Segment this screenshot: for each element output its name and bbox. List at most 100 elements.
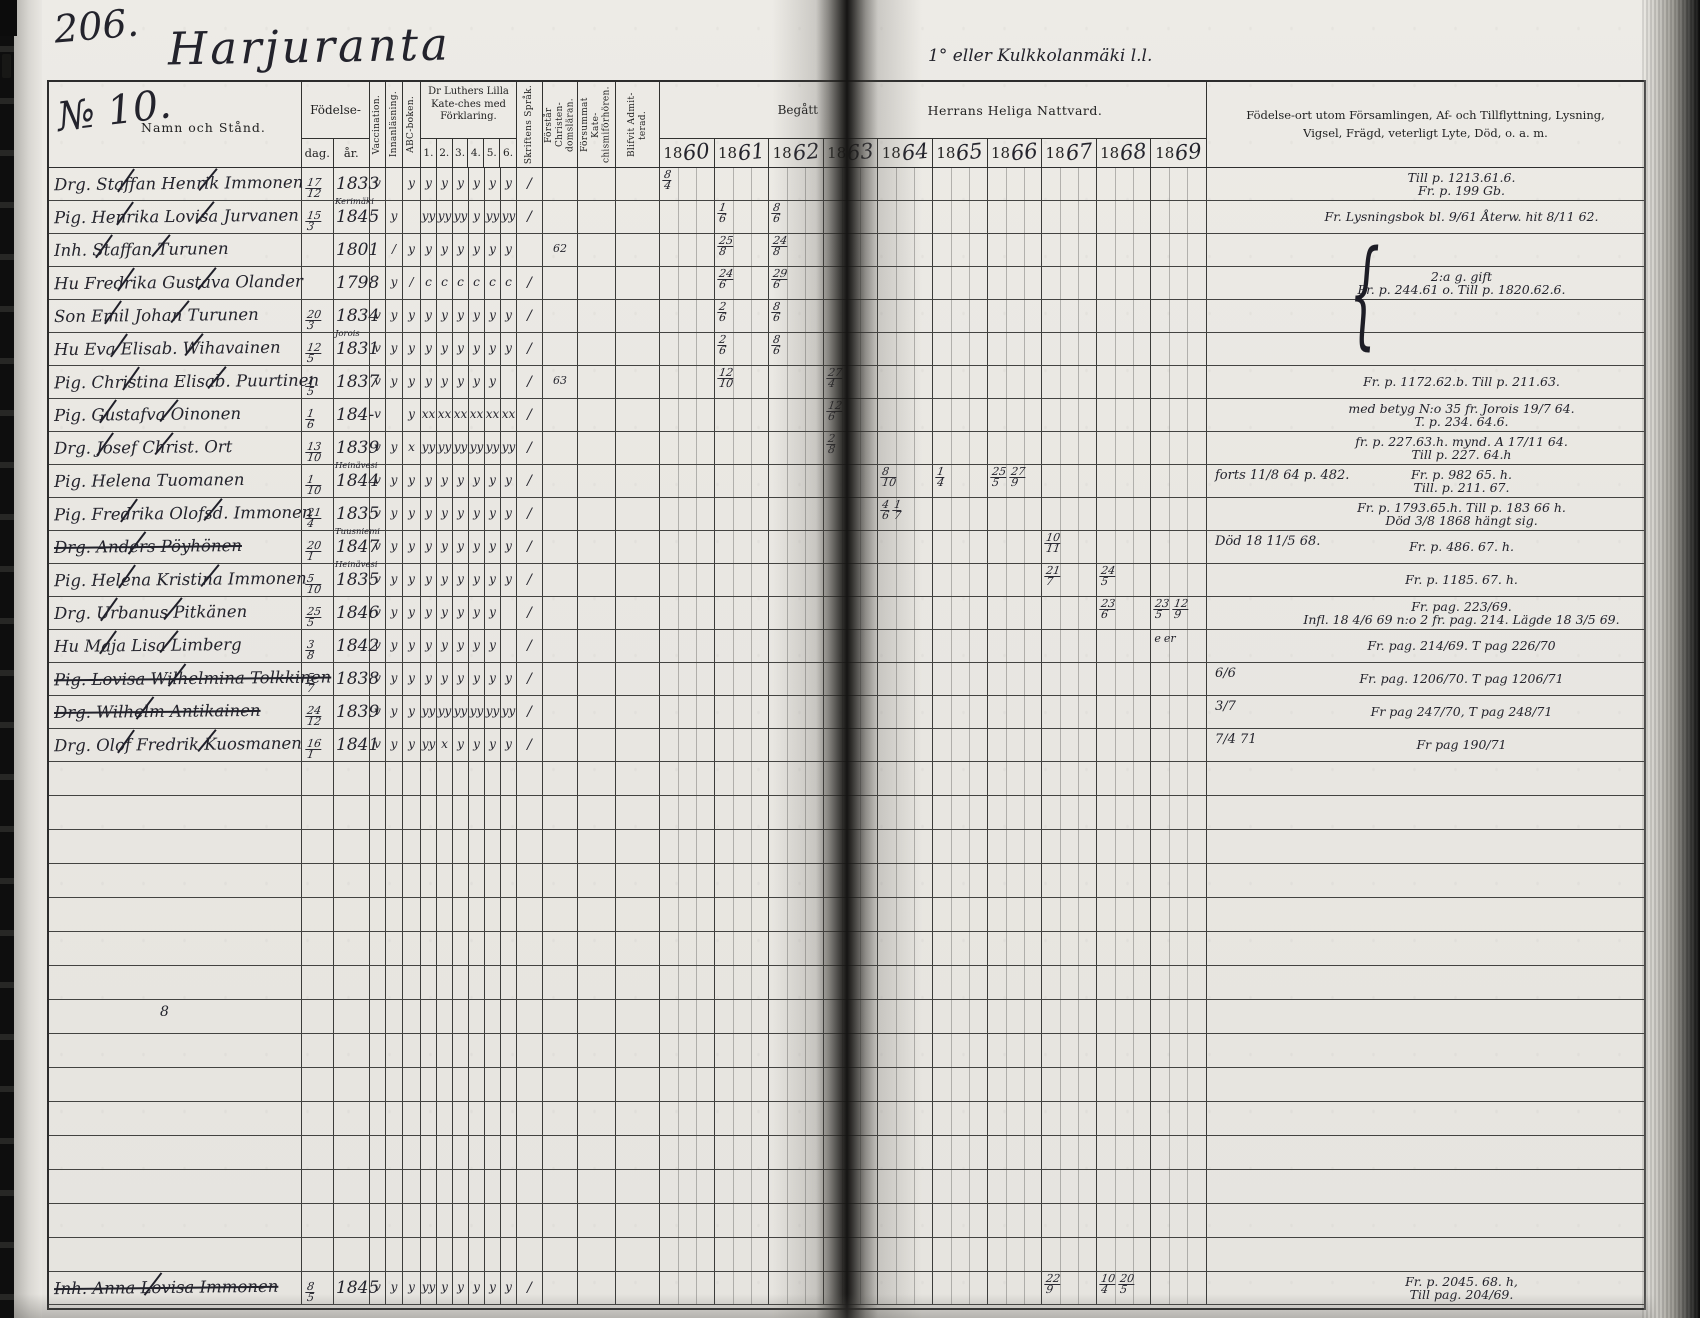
vaccination-mark: v: [370, 729, 386, 761]
table-row: Pig. Fredrika Olofsd. Immonen 21 4 1835 v…: [49, 498, 1644, 531]
birth-year: [334, 1179, 336, 1185]
annotation: Fr. p. 1185. 67. h.: [1405, 572, 1518, 588]
person-name: Son Emil Johan Turunen: [49, 299, 259, 326]
catechism-mark: [421, 1238, 437, 1271]
catechism-mark: [437, 796, 453, 829]
catechism-mark: [453, 1102, 469, 1135]
admitted-mark: [616, 898, 660, 931]
christianity-mark: [543, 796, 578, 829]
communion-dates: 10 11: [660, 531, 1207, 563]
reading-mark: y: [386, 531, 403, 563]
christianity-mark: [543, 630, 578, 662]
abc-mark: y: [403, 696, 421, 728]
missed-mark: [578, 966, 616, 999]
catechism-mark: y: [501, 498, 517, 530]
communion-dates: [660, 830, 1207, 863]
annotation-left: Död 18 11/5 68.: [1215, 534, 1321, 549]
reading-mark: /: [386, 234, 403, 266]
missed-mark: [578, 432, 616, 464]
catechism-mark: [485, 1238, 501, 1271]
catechism-mark: [421, 966, 437, 999]
reading-mark: [386, 762, 403, 795]
admitted-mark: [616, 696, 660, 728]
catechism-mark: [485, 1204, 501, 1237]
christianity-mark: [543, 597, 578, 629]
catechism-mark: y: [453, 333, 469, 365]
birth-day: [302, 1012, 306, 1015]
catechism-mark: [501, 830, 517, 863]
catechism-mark: yy: [421, 201, 437, 233]
catechism-mark: y: [485, 168, 501, 200]
catechism-mark: y: [485, 531, 501, 563]
reading-mark: y: [386, 564, 403, 596]
abc-mark: y: [403, 531, 421, 563]
scripture-mark: [517, 898, 543, 931]
catechism-mark: yy: [485, 201, 501, 233]
vaccination-mark: [370, 1102, 386, 1135]
reading-mark: [386, 1170, 403, 1203]
catechism-mark: y: [469, 531, 485, 563]
christianity-mark: [543, 898, 578, 931]
vaccination-mark: [370, 898, 386, 931]
catechism-mark: [421, 898, 437, 931]
person-name: [49, 873, 54, 879]
catechism-mark: [485, 1102, 501, 1135]
catechism-mark: y: [437, 300, 453, 332]
reading-mark: y: [386, 663, 403, 695]
catechism-mark: yy: [453, 201, 469, 233]
abc-mark: [403, 1034, 421, 1067]
catechism-mark: y: [421, 630, 437, 662]
catechism-mark: [453, 1204, 469, 1237]
missed-mark: [578, 333, 616, 365]
catechism-mark: [469, 932, 485, 965]
birth-year: [334, 941, 336, 947]
abc-mark: [403, 830, 421, 863]
christianity-mark: [543, 729, 578, 761]
vaccination-mark: [370, 1000, 386, 1033]
catechism-mark: [453, 966, 469, 999]
admitted-mark: [616, 432, 660, 464]
person-name: [49, 771, 54, 777]
admitted-mark: [616, 168, 660, 200]
abc-mark: y: [403, 630, 421, 662]
birth-day: [302, 1148, 306, 1151]
communion-dates: 126: [660, 399, 1207, 431]
christianity-mark: [543, 201, 578, 233]
catechism-mark: yy: [421, 1272, 437, 1304]
vaccination-column-header: Vaccination.: [370, 82, 386, 167]
catechism-mark: y: [469, 201, 485, 233]
birth-day: [302, 1080, 306, 1083]
catechism-mark: yy: [501, 432, 517, 464]
admitted-mark: [616, 564, 660, 596]
communion-dates: 26 86: [660, 300, 1207, 332]
communion-dates: [660, 1238, 1207, 1271]
catechism-mark: [469, 1102, 485, 1135]
catechism-mark: y: [453, 465, 469, 497]
abc-mark: y: [403, 564, 421, 596]
christianity-mark: [543, 1272, 578, 1304]
birthplace-note: Jorois: [335, 329, 360, 339]
reading-mark: y: [386, 267, 403, 299]
year-column-header: 18 69: [1155, 138, 1204, 166]
scripture-mark: /: [517, 498, 543, 530]
catechism-mark: c: [485, 267, 501, 299]
paper-left-edge: [14, 0, 42, 1318]
admitted-column-header: Blifvit Admit-terad.: [616, 82, 660, 167]
scripture-mark: [517, 1238, 543, 1271]
admitted-mark: [616, 234, 660, 266]
catechism-mark: [437, 1136, 453, 1169]
communion-dates: [660, 729, 1207, 761]
catechism-mark: [501, 966, 517, 999]
catechism-mark: y: [437, 564, 453, 596]
abc-mark: [403, 1000, 421, 1033]
catechism-mark: y: [469, 465, 485, 497]
admitted-mark: [616, 1204, 660, 1237]
missed-mark: [578, 366, 616, 398]
catechism-mark: [469, 1000, 485, 1033]
abc-mark: y: [403, 465, 421, 497]
missed-mark: [578, 1068, 616, 1101]
communion-dates: [660, 966, 1207, 999]
catechism-mark: y: [421, 366, 437, 398]
